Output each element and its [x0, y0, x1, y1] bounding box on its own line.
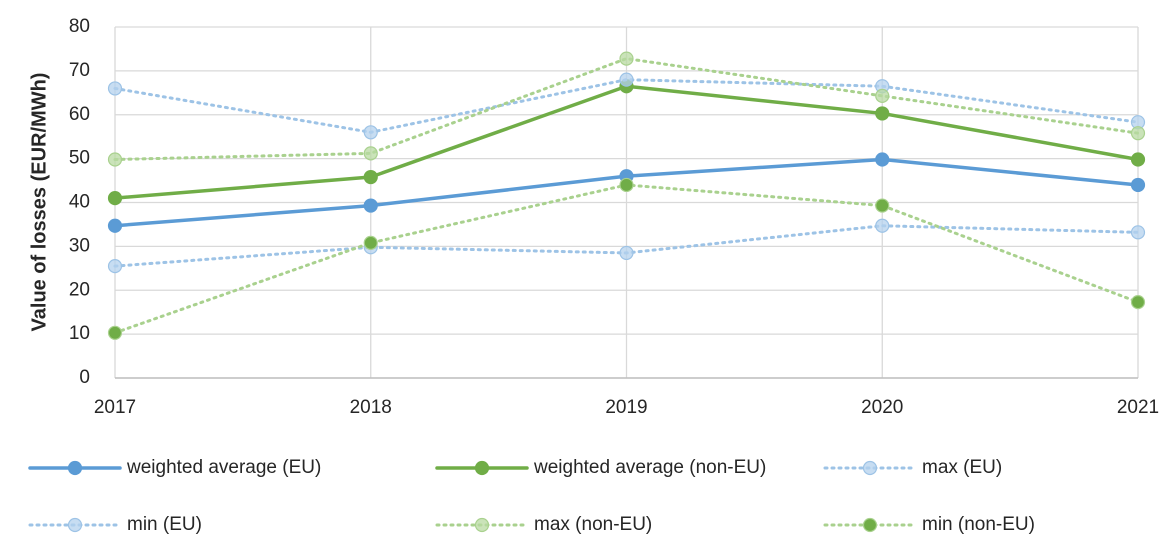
point [363, 146, 378, 161]
legend-label: weighted average (non-EU) [533, 457, 766, 478]
legend-marker [862, 517, 878, 533]
y-tick-label: 0 [79, 367, 90, 388]
series-line [113, 57, 1140, 162]
y-tick-label: 50 [69, 148, 90, 169]
point [619, 72, 634, 87]
point [363, 125, 378, 140]
point [363, 235, 378, 250]
point [107, 152, 123, 167]
legend-marker [67, 517, 83, 533]
point [619, 245, 634, 261]
x-tick-label: 2021 [1117, 397, 1159, 418]
legend-marker [474, 517, 490, 533]
point [875, 218, 890, 233]
point [875, 152, 890, 167]
point [363, 169, 378, 185]
point [1130, 152, 1146, 167]
point [107, 81, 123, 96]
y-tick-label: 70 [69, 60, 90, 81]
legend-label: min (non-EU) [922, 514, 1035, 535]
point [1130, 294, 1146, 310]
legend-label: max (EU) [922, 457, 1002, 478]
point [107, 191, 123, 206]
point [363, 198, 378, 213]
legend-label: weighted average (EU) [126, 457, 321, 478]
y-tick-label: 10 [69, 323, 90, 344]
y-tick-label: 60 [69, 104, 90, 125]
y-tick-label: 80 [69, 16, 90, 37]
point [107, 325, 123, 340]
point [107, 259, 123, 274]
y-axis-label: Value of losses (EUR/MWh) [28, 73, 50, 332]
point [1130, 177, 1146, 193]
point [107, 218, 123, 233]
point [1130, 126, 1146, 141]
point [1130, 225, 1146, 240]
y-tick-label: 20 [69, 279, 90, 300]
x-tick-label: 2018 [350, 397, 392, 418]
point [875, 88, 890, 103]
x-tick-label: 2020 [861, 397, 903, 418]
y-tick-label: 30 [69, 235, 90, 256]
legend-label: min (EU) [127, 514, 202, 535]
point [875, 106, 890, 121]
y-tick-label: 40 [69, 192, 90, 213]
point [619, 51, 634, 66]
legend-marker [862, 460, 878, 476]
legend-marker [67, 460, 83, 476]
x-tick-label: 2019 [605, 397, 647, 418]
point [875, 198, 890, 213]
point [619, 177, 634, 193]
legend-label: max (non-EU) [534, 514, 652, 535]
x-tick-label: 2017 [94, 397, 136, 418]
legend-marker [474, 460, 490, 476]
